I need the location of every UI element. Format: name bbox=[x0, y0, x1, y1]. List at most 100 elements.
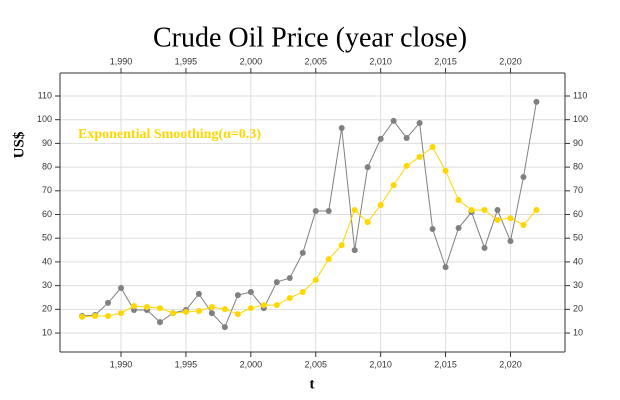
y-tick-label: 90 bbox=[42, 138, 52, 148]
data-point bbox=[286, 294, 293, 301]
data-point bbox=[105, 312, 112, 319]
data-point bbox=[481, 207, 488, 214]
y-tick-label: 110 bbox=[38, 90, 52, 100]
data-point bbox=[221, 306, 228, 313]
data-point bbox=[118, 284, 125, 291]
data-point bbox=[156, 319, 163, 326]
x-axis-label: t bbox=[310, 376, 315, 392]
x2-tick-label: 2,000 bbox=[240, 56, 263, 66]
data-point bbox=[325, 207, 332, 214]
data-point bbox=[494, 216, 501, 223]
data-point bbox=[260, 302, 267, 309]
data-point bbox=[234, 311, 241, 318]
data-point bbox=[312, 276, 319, 283]
x-tick-label: 1,990 bbox=[110, 359, 133, 369]
x-tick-label: 2,015 bbox=[434, 359, 457, 369]
data-point bbox=[429, 225, 436, 232]
x-tick-label: 2,000 bbox=[240, 359, 263, 369]
data-point bbox=[494, 207, 501, 214]
data-point bbox=[286, 275, 293, 282]
y-axis-label: US$ bbox=[11, 131, 27, 158]
data-point bbox=[520, 221, 527, 228]
y-tick-label: 40 bbox=[42, 256, 52, 266]
data-point bbox=[273, 279, 280, 286]
data-point bbox=[312, 207, 319, 214]
data-point bbox=[377, 135, 384, 142]
y-tick-label: 80 bbox=[42, 161, 52, 171]
data-point bbox=[351, 247, 358, 254]
data-point bbox=[520, 174, 527, 181]
data-point bbox=[442, 264, 449, 271]
y2-tick-label: 40 bbox=[573, 256, 583, 266]
y2-tick-label: 70 bbox=[573, 185, 583, 195]
data-point bbox=[79, 313, 86, 320]
y2-tick-label: 110 bbox=[573, 90, 587, 100]
data-point bbox=[156, 305, 163, 312]
y2-tick-label: 10 bbox=[573, 327, 583, 337]
data-point bbox=[364, 219, 371, 226]
data-point bbox=[507, 238, 514, 245]
data-point bbox=[468, 207, 475, 214]
y2-tick-label: 30 bbox=[573, 280, 583, 290]
y2-tick-label: 60 bbox=[573, 209, 583, 219]
data-point bbox=[403, 162, 410, 169]
data-point bbox=[325, 256, 332, 263]
data-point bbox=[118, 310, 125, 317]
data-point bbox=[105, 299, 112, 306]
x2-tick-label: 2,005 bbox=[304, 56, 327, 66]
data-point bbox=[234, 292, 241, 299]
x-tick-label: 2,010 bbox=[369, 359, 392, 369]
data-point bbox=[390, 117, 397, 124]
data-point bbox=[416, 153, 423, 160]
x2-tick-label: 2,020 bbox=[499, 56, 522, 66]
data-point bbox=[338, 242, 345, 249]
y-tick-label: 10 bbox=[42, 327, 52, 337]
data-point bbox=[377, 202, 384, 209]
chart-title: Crude Oil Price (year close) bbox=[153, 22, 467, 53]
y-tick-label: 70 bbox=[42, 185, 52, 195]
y-tick-label: 30 bbox=[42, 280, 52, 290]
y-tick-label: 60 bbox=[42, 209, 52, 219]
data-point bbox=[403, 134, 410, 141]
data-point bbox=[364, 164, 371, 171]
data-point bbox=[299, 249, 306, 256]
y2-tick-label: 100 bbox=[573, 114, 588, 124]
data-point bbox=[247, 289, 254, 296]
data-point bbox=[195, 290, 202, 297]
y-tick-label: 50 bbox=[42, 233, 52, 243]
y2-tick-label: 50 bbox=[573, 233, 583, 243]
x2-tick-label: 1,995 bbox=[175, 56, 198, 66]
data-point bbox=[442, 167, 449, 174]
data-point bbox=[221, 324, 228, 331]
data-point bbox=[169, 310, 176, 317]
y2-tick-label: 20 bbox=[573, 304, 583, 314]
data-point bbox=[247, 305, 254, 312]
data-point bbox=[429, 143, 436, 150]
data-point bbox=[416, 120, 423, 127]
data-point bbox=[390, 182, 397, 189]
y-tick-label: 100 bbox=[37, 114, 52, 124]
x2-tick-label: 1,990 bbox=[110, 56, 133, 66]
legend-label: Exponential Smoothing(α=0.3) bbox=[78, 127, 261, 142]
data-point bbox=[130, 303, 137, 310]
data-point bbox=[92, 312, 99, 319]
x2-tick-label: 2,015 bbox=[434, 56, 457, 66]
data-point bbox=[481, 244, 488, 251]
data-point bbox=[182, 308, 189, 315]
y2-tick-label: 80 bbox=[573, 161, 583, 171]
x-tick-label: 2,020 bbox=[499, 359, 522, 369]
x-tick-label: 2,005 bbox=[304, 359, 327, 369]
data-point bbox=[533, 98, 540, 105]
data-point bbox=[143, 303, 150, 310]
x-tick-label: 1,995 bbox=[175, 359, 198, 369]
data-point bbox=[273, 302, 280, 309]
data-point bbox=[533, 207, 540, 214]
data-point bbox=[208, 303, 215, 310]
y-tick-label: 20 bbox=[42, 304, 52, 314]
data-point bbox=[338, 124, 345, 131]
x2-tick-label: 2,010 bbox=[369, 56, 392, 66]
data-point bbox=[351, 207, 358, 214]
data-point bbox=[208, 310, 215, 317]
data-point bbox=[455, 197, 462, 204]
